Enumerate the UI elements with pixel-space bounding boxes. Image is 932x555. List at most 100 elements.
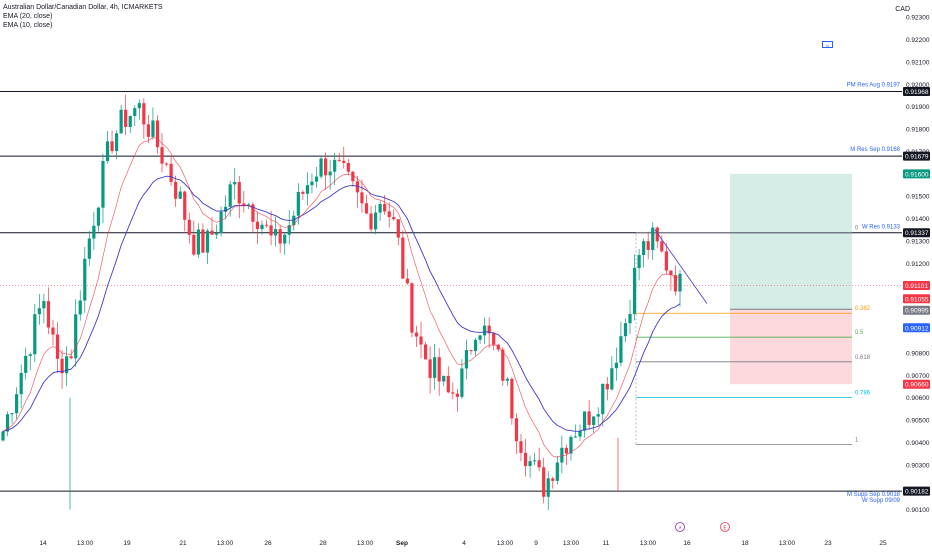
candle-body: [632, 268, 637, 314]
candle-body: [142, 103, 146, 125]
price-tag: [903, 281, 930, 291]
ruler-icon[interactable]: ▭: [822, 41, 833, 48]
time-axis-tick: 13:00: [77, 540, 94, 547]
candle-body: [233, 182, 237, 185]
candle-body: [228, 184, 232, 207]
chart-legend: Australian Dollar/Canadian Dollar, 4h, I…: [3, 3, 163, 30]
candle-body: [15, 394, 19, 414]
candle-body: [151, 120, 155, 137]
candle-body: [596, 414, 600, 417]
price-tag: [903, 323, 930, 333]
candle-body: [214, 232, 219, 235]
fib-ratio-label: 0.786: [855, 391, 871, 397]
time-axis-tick: 18: [741, 540, 749, 547]
candle-body: [133, 108, 137, 116]
price-axis-tick: 0.91200: [906, 261, 930, 268]
candle-body: [319, 158, 323, 177]
candle-body: [401, 237, 405, 279]
candle-body: [24, 355, 28, 373]
price-axis-tick: 0.90700: [906, 373, 930, 380]
candle-body: [623, 323, 628, 337]
candle-body: [69, 356, 73, 359]
candle-body: [542, 467, 546, 497]
candle-body: [251, 204, 255, 222]
ema20-legend[interactable]: EMA (20, close): [3, 13, 53, 20]
candle-body: [242, 203, 246, 206]
ema20-line: [2, 175, 681, 432]
candle-body: [637, 255, 641, 269]
candle-body: [437, 357, 441, 382]
candle-body: [5, 414, 10, 432]
candle-body: [28, 354, 32, 356]
candle-body: [546, 478, 550, 497]
candle-body: [305, 185, 310, 194]
candle-body: [201, 229, 205, 253]
candle-body: [428, 359, 432, 378]
price-tag: [903, 294, 930, 304]
candle-body: [119, 109, 123, 134]
earnings-icon[interactable]: E: [720, 522, 730, 532]
time-axis-tick: Sep: [396, 540, 408, 547]
candle-body: [55, 334, 60, 359]
fib-ratio-label: 0.5: [855, 330, 864, 336]
candle-body: [573, 436, 578, 438]
candle-body: [678, 273, 682, 292]
candle-body: [373, 212, 378, 230]
currency-label[interactable]: CAD: [895, 6, 910, 13]
price-axis-tick: 0.90300: [906, 462, 930, 469]
candle-body: [342, 160, 346, 163]
candle-body: [505, 378, 509, 381]
candle-body: [582, 411, 587, 431]
time-axis-tick: 28: [319, 540, 327, 547]
candle-body: [96, 207, 101, 226]
candle-body: [164, 163, 169, 165]
price-axis-tick: 0.90100: [906, 507, 930, 514]
ema10-legend[interactable]: EMA (10, close): [3, 22, 53, 29]
candle-body: [51, 327, 55, 335]
candle-body: [587, 411, 591, 425]
candle-body: [346, 162, 350, 172]
candle-body: [314, 176, 319, 182]
time-axis-tick: 13:00: [217, 540, 234, 547]
level-label: W Res 0.9133: [862, 225, 901, 231]
price-axis-tick: 0.90500: [906, 418, 930, 425]
time-axis-tick: 9: [534, 540, 538, 547]
candle-body: [564, 447, 569, 454]
candle-body: [187, 219, 191, 235]
candle-body: [419, 336, 423, 345]
svg-text:⚡: ⚡: [678, 525, 682, 532]
candle-body: [219, 211, 223, 233]
price-tag-text: 0.91679: [905, 154, 929, 161]
time-axis-tick: 23: [824, 540, 832, 547]
candle-body: [237, 182, 241, 204]
candle-body: [169, 163, 173, 182]
dividend-icon[interactable]: ⚡: [675, 522, 685, 532]
candle-body: [501, 349, 505, 381]
candle-body: [328, 171, 332, 176]
candle-body: [496, 344, 500, 350]
candle-body: [646, 241, 650, 250]
candle-body: [205, 230, 210, 253]
price-axis-tick: 0.91800: [906, 127, 930, 134]
price-tag: [903, 151, 930, 161]
candle-body: [351, 171, 355, 182]
take-profit-zone: [730, 173, 852, 310]
time-axis-tick: 11: [603, 540, 610, 547]
time-axis-tick: 13:00: [497, 540, 514, 547]
price-axis-tick: 0.92000: [906, 82, 930, 89]
svg-text:E: E: [723, 526, 727, 532]
candle-body: [323, 158, 328, 176]
symbol-title[interactable]: Australian Dollar/Canadian Dollar, 4h, I…: [3, 4, 163, 11]
price-tag: [903, 379, 930, 389]
candle-body: [610, 368, 614, 390]
candle-body: [523, 452, 528, 467]
time-axis-tick: 21: [179, 540, 187, 547]
level-label: M Supp Sep 0.9018: [847, 492, 901, 498]
candle-body: [287, 225, 291, 235]
price-tag: [903, 228, 930, 238]
candle-body: [178, 191, 182, 199]
candle-body: [333, 159, 337, 172]
candle-body: [128, 115, 132, 127]
